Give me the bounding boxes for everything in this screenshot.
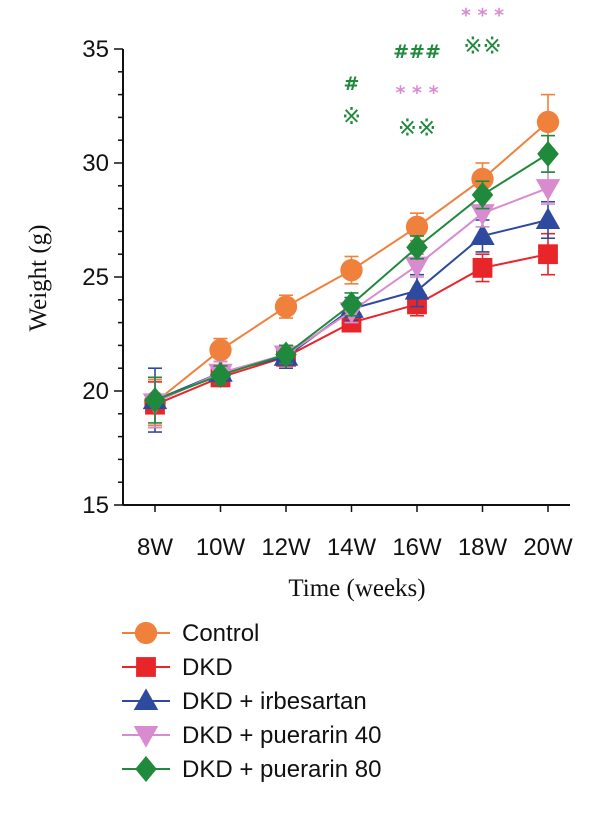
- data-point: [404, 278, 430, 300]
- data-point: [537, 140, 559, 167]
- data-point: [471, 167, 494, 191]
- significance-annotations: #※###* * *※※###* * *※※###* * *※※: [342, 5, 504, 142]
- series-dkd-puerarin-80: [144, 134, 559, 424]
- data-point: [404, 256, 430, 279]
- legend-label: DKD + puerarin 40: [182, 722, 381, 749]
- x-tick-label: 20W: [523, 534, 573, 561]
- data-point: [209, 362, 232, 388]
- data-series: [142, 93, 561, 433]
- legend-label: Control: [182, 620, 259, 647]
- x-tick-label: 8W: [137, 534, 173, 561]
- legend-item: DKD + irbesartan: [122, 688, 367, 715]
- data-point: [470, 204, 495, 226]
- legend-item: DKD + puerarin 80: [122, 756, 381, 783]
- x-tick-label: 18W: [458, 534, 508, 561]
- significance-mark: ※※: [398, 116, 437, 142]
- legend-marker: [133, 726, 159, 748]
- data-point: [340, 259, 363, 282]
- data-point: [535, 179, 561, 201]
- y-axis-label: Weight (g): [25, 225, 52, 332]
- significance-mark: * * *: [461, 5, 504, 27]
- x-tick-label: 14W: [327, 534, 377, 561]
- y-tick-label: 25: [82, 264, 109, 291]
- y-tick-label: 15: [82, 492, 109, 519]
- data-point: [405, 215, 429, 238]
- significance-mark: #: [344, 73, 360, 95]
- legend-marker: [134, 621, 158, 645]
- significance-mark: ※: [342, 104, 361, 130]
- x-tick-label: 10W: [196, 534, 246, 561]
- data-point: [470, 223, 495, 245]
- legend-label: DKD + irbesartan: [182, 688, 367, 715]
- x-tick-label: 16W: [392, 534, 442, 561]
- data-point: [472, 257, 493, 278]
- data-point: [274, 295, 298, 318]
- legend-item: Control: [122, 620, 259, 647]
- data-point: [536, 110, 560, 134]
- significance-mark: ###: [393, 41, 441, 63]
- legend-item: DKD + puerarin 40: [122, 722, 381, 749]
- significance-mark: * * *: [395, 82, 438, 104]
- data-point: [538, 244, 558, 265]
- legend-marker: [133, 688, 159, 710]
- legend-marker: [135, 756, 157, 782]
- y-tick-label: 30: [82, 150, 109, 177]
- significance-mark: ※※: [463, 34, 502, 60]
- data-point: [406, 234, 428, 261]
- x-axis-label: Time (weeks): [288, 575, 425, 602]
- series-control: [143, 93, 560, 427]
- data-point: [340, 291, 363, 318]
- data-point: [471, 181, 494, 208]
- y-tick-label: 35: [82, 36, 109, 63]
- legend-item: DKD: [122, 654, 233, 681]
- legend-label: DKD + puerarin 80: [182, 756, 381, 783]
- x-tick-label: 12W: [261, 534, 311, 561]
- data-point: [535, 207, 561, 229]
- y-tick-label: 20: [82, 378, 109, 405]
- legend: Control DKD DKD + irbesartan DKD + puerarin…: [122, 620, 381, 783]
- data-point: [209, 338, 232, 362]
- data-point: [144, 387, 166, 414]
- legend-label: DKD: [182, 654, 233, 681]
- data-point: [275, 341, 297, 368]
- legend-marker: [136, 657, 156, 677]
- axes: 15 20 25 30 35 8W 10W 12W 14W 16W 18W 20W: [82, 36, 573, 561]
